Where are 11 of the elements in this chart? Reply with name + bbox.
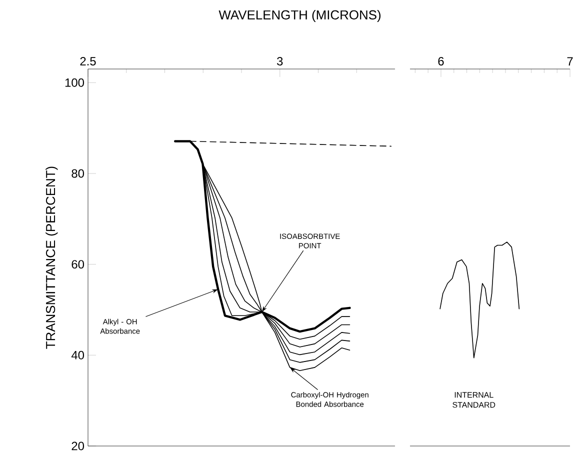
x-tick-label: 7: [567, 57, 573, 66]
y-tick-label: 80: [72, 169, 84, 178]
x-axis-title: WAVELENGTH (MICRONS): [218, 10, 381, 22]
y-axis-title: TRANSMITTANCE (PERCENT): [46, 166, 58, 349]
x-tick-label: 2.5: [80, 57, 96, 66]
y-tick-label: 60: [72, 260, 84, 269]
y-tick-label: 20: [72, 442, 84, 450]
x-tick-label: 3: [277, 57, 283, 66]
x-tick-label: 6: [438, 57, 444, 66]
y-tick-label: 40: [71, 350, 84, 360]
y-tick-label: 100: [65, 78, 84, 87]
